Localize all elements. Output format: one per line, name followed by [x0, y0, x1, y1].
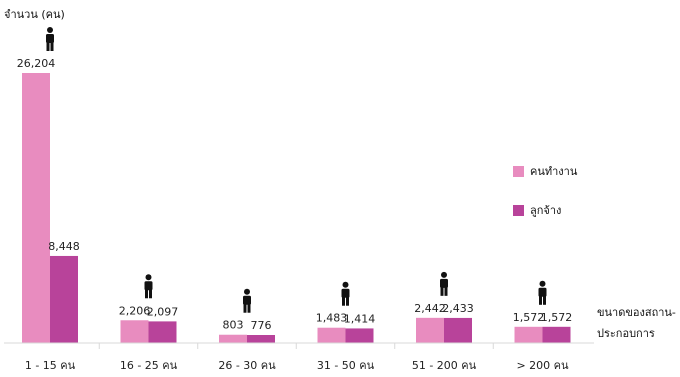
- bar-workers-4: [416, 317, 444, 343]
- bar-employees-1: [148, 321, 177, 343]
- x-tick-labels-group: 1 - 15 คน 16 - 25 คน 26 - 30 คน 31 - 50 คน 5…: [25, 343, 569, 372]
- bar-employees-5: [542, 326, 571, 343]
- person-icon: [538, 280, 547, 305]
- bar-employees-3: [345, 328, 374, 343]
- x-axis-title-line2: ประกอบการ: [597, 327, 655, 340]
- value-label-workers-2: 803: [223, 319, 244, 332]
- person-icons-group: [46, 27, 547, 313]
- legend: คนทำงาน ลูกจ้าง: [513, 165, 578, 217]
- x-tick-label-1: 16 - 25 คน: [120, 359, 178, 372]
- x-tick-label-2: 26 - 30 คน: [218, 359, 276, 372]
- x-axis-title-line1: ขนาดของสถาน-: [597, 306, 676, 319]
- value-label-workers-4: 2,442: [414, 302, 446, 315]
- value-label-workers-5: 1,572: [513, 311, 545, 324]
- person-icon: [243, 288, 251, 313]
- legend-label-workers: คนทำงาน: [530, 165, 578, 178]
- x-tick-label-5: > 200 คน: [516, 359, 569, 372]
- value-label-workers-1: 2,206: [119, 304, 151, 317]
- bar-workers-3: [317, 327, 346, 343]
- value-label-employees-4: 2,433: [442, 302, 474, 315]
- bar-employees-4: [444, 317, 472, 343]
- bar-workers-1: [120, 320, 149, 343]
- value-label-employees-3: 1,414: [344, 312, 376, 325]
- bars-group: [22, 73, 571, 343]
- bar-employees-2: [247, 335, 275, 343]
- value-label-workers-0: 26,204: [17, 57, 56, 70]
- bar-employees-0: [50, 255, 78, 343]
- x-tick-label-3: 31 - 50 คน: [317, 359, 375, 372]
- person-icon: [144, 274, 153, 299]
- bar-workers-0: [22, 73, 50, 343]
- bar-workers-2: [219, 334, 247, 343]
- value-label-employees-5: 1,572: [541, 311, 573, 324]
- value-label-employees-1: 2,097: [147, 305, 179, 318]
- value-label-employees-2: 776: [251, 319, 272, 332]
- person-icon: [341, 281, 350, 306]
- person-icon: [46, 27, 54, 51]
- x-tick-label-4: 51 - 200 คน: [412, 359, 477, 372]
- legend-swatch-workers: [513, 166, 524, 177]
- legend-label-employees: ลูกจ้าง: [530, 204, 561, 217]
- bar-workers-5: [514, 326, 543, 343]
- x-tick-label-0: 1 - 15 คน: [25, 359, 76, 372]
- value-label-workers-3: 1,483: [316, 312, 348, 325]
- legend-swatch-employees: [513, 205, 524, 216]
- value-label-employees-0: 8,448: [48, 240, 80, 253]
- y-axis-label: จำนวน (คน): [4, 8, 65, 21]
- person-icon: [440, 271, 448, 296]
